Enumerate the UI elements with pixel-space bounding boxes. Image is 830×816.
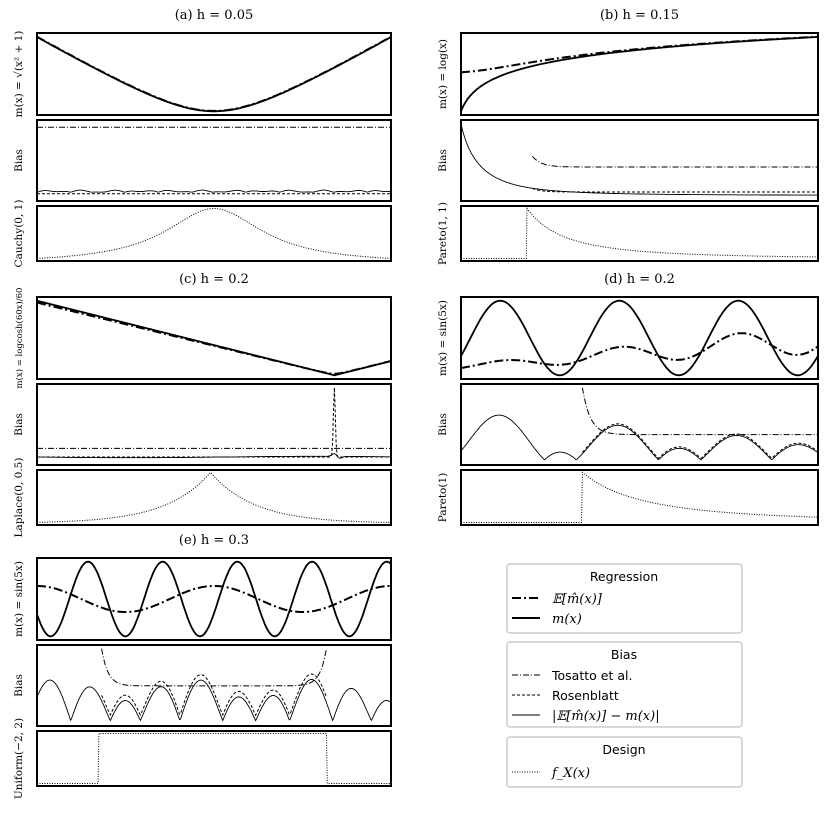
- tosatto-line: [581, 387, 818, 436]
- expected-line: [36, 35, 392, 112]
- abs-bias-line: [460, 123, 818, 196]
- y-axis-label: m(x) = log(x): [437, 39, 449, 109]
- expected-line: [461, 35, 819, 74]
- density-line: [461, 207, 818, 259]
- panel-title: (d) h = 0.2: [604, 272, 675, 287]
- axes-frame: [36, 383, 392, 466]
- regression-subplot: m(x) = logcosh(60x)/60: [14, 288, 392, 389]
- rosenblatt-line: [532, 187, 818, 193]
- y-axis-label: Pareto(1): [437, 473, 449, 523]
- legend-abs-bias: |𝔼[m̂(x)] − m(x)|: [552, 709, 660, 724]
- legend-density: f_X(x): [551, 766, 590, 781]
- regression-subplot: m(x) = sin(5x): [437, 296, 819, 380]
- legend-bias-title: Bias: [611, 647, 637, 662]
- y-axis-label: Bias: [437, 149, 449, 172]
- panel-title: (b) h = 0.15: [600, 8, 679, 23]
- y-axis-label: Laplace(0, 0.5): [13, 458, 25, 538]
- bias-subplot: Bias: [13, 119, 392, 202]
- design-subplot: Uniform(−2, 2): [13, 718, 392, 799]
- rosenblatt-line: [582, 423, 819, 459]
- abs-bias-line: [36, 189, 392, 193]
- design-subplot: Pareto(1): [437, 469, 819, 526]
- rosenblatt-line: [37, 387, 391, 458]
- bias-subplot: Bias: [13, 644, 392, 727]
- axes-frame: [36, 119, 392, 202]
- axes-frame: [36, 205, 392, 262]
- panel-b: (b) h = 0.15 m(x) = log(x) Bias Pareto(1, 1…: [437, 8, 819, 265]
- y-axis-label: Pareto(1, 1): [437, 202, 449, 265]
- panel-c: (c) h = 0.2 m(x) = logcosh(60x)/60 Bias Lap…: [13, 272, 392, 538]
- rosenblatt-line: [101, 673, 327, 717]
- expected-line: [37, 585, 391, 613]
- axes-frame: [36, 32, 392, 116]
- regression-subplot: m(x) = sin(5x): [13, 557, 392, 641]
- legend-regression: Regression 𝔼[m̂(x)] m(x): [506, 563, 743, 634]
- design-subplot: Laplace(0, 0.5): [13, 458, 392, 538]
- panel-a: (a) h = 0.05 m(x) = √(x² + 1) Bias Cauchy(0…: [13, 8, 392, 268]
- abs-bias-line: [460, 414, 819, 461]
- design-subplot: Pareto(1, 1): [437, 202, 819, 265]
- y-axis-label: Uniform(−2, 2): [13, 718, 25, 799]
- axes-frame: [460, 383, 819, 466]
- legend-regression-title: Regression: [590, 569, 658, 584]
- legend-rosenblatt: Rosenblatt: [552, 688, 619, 703]
- legend-tosatto: Tosatto et al.: [551, 668, 632, 683]
- bias-subplot: Bias: [13, 383, 392, 466]
- axes-frame: [36, 557, 392, 641]
- axes-frame: [460, 205, 819, 262]
- legend-true-function: m(x): [552, 612, 582, 627]
- legend-expected-estimate: 𝔼[m̂(x)]: [552, 592, 603, 607]
- tosatto-line: [101, 648, 327, 687]
- panel-e: (e) h = 0.3 m(x) = sin(5x) Bias Uniform(−2,…: [13, 533, 392, 799]
- y-axis-label: m(x) = sin(5x): [13, 561, 25, 637]
- axes-frame: [460, 296, 819, 380]
- y-axis-label: Bias: [13, 674, 25, 697]
- design-subplot: Cauchy(0, 1): [13, 200, 392, 268]
- axes-frame: [460, 32, 819, 116]
- axes-frame: [36, 644, 392, 727]
- density-line: [36, 208, 392, 259]
- y-axis-label: Cauchy(0, 1): [13, 200, 25, 268]
- density-line: [461, 471, 819, 523]
- axes-frame: [460, 119, 819, 202]
- true-line: [460, 299, 819, 377]
- axes-frame: [460, 469, 819, 526]
- axes-frame: [36, 296, 392, 380]
- tosatto-line: [532, 155, 818, 168]
- y-axis-label: m(x) = logcosh(60x)/60: [14, 288, 25, 389]
- legend-design: Design f_X(x): [506, 736, 743, 788]
- y-axis-label: Bias: [13, 413, 25, 436]
- abs-bias-line: [37, 453, 391, 459]
- y-axis-label: m(x) = √(x² + 1): [13, 31, 25, 118]
- true-line: [460, 36, 818, 112]
- regression-subplot: m(x) = log(x): [437, 32, 819, 116]
- expected-line: [460, 332, 819, 369]
- y-axis-label: Bias: [13, 149, 25, 172]
- true-line: [36, 560, 392, 638]
- density-line: [36, 471, 391, 523]
- panel-d: (d) h = 0.2 m(x) = sin(5x) Bias Pareto(1): [437, 272, 819, 526]
- bias-subplot: Bias: [437, 383, 819, 466]
- panel-title: (e) h = 0.3: [179, 533, 249, 548]
- legend-design-title: Design: [602, 742, 645, 757]
- legend-bias: Bias Tosatto et al. Rosenblatt |𝔼[m̂(x)]…: [506, 641, 743, 728]
- axes-frame: [36, 730, 392, 787]
- y-axis-label: m(x) = sin(5x): [437, 300, 449, 376]
- y-axis-label: Bias: [437, 413, 449, 436]
- true-line: [36, 299, 392, 377]
- axes-frame: [36, 469, 392, 526]
- true-line: [36, 36, 392, 113]
- abs-bias-line: [36, 679, 392, 722]
- panel-title: (c) h = 0.2: [179, 272, 249, 287]
- bias-subplot: Bias: [437, 119, 819, 202]
- density-line: [37, 733, 391, 784]
- regression-subplot: m(x) = √(x² + 1): [13, 31, 392, 118]
- panel-title: (a) h = 0.05: [175, 8, 254, 23]
